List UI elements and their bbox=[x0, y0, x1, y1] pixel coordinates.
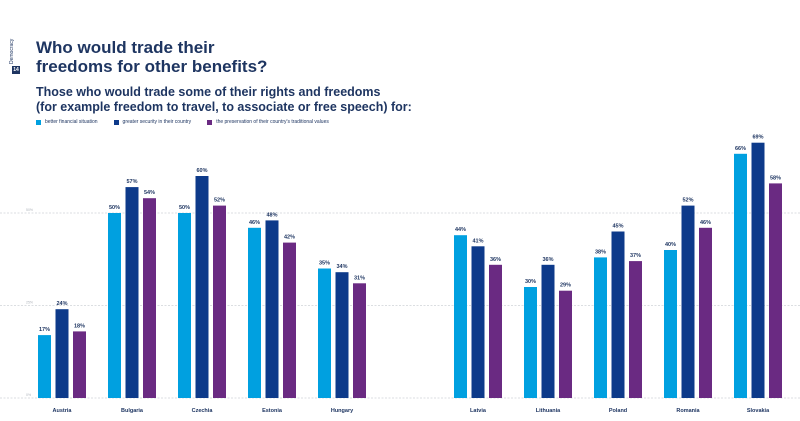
bar-estonia-series-3 bbox=[283, 242, 296, 398]
bar-poland-series-2 bbox=[611, 231, 625, 398]
bar-lithuania-series-2 bbox=[541, 264, 555, 398]
category-label-lithuania: Lithuania bbox=[536, 408, 561, 414]
bar-austria-series-1 bbox=[38, 335, 51, 398]
value-label-poland-series-3: 37% bbox=[630, 253, 641, 259]
value-label-romania-series-1: 40% bbox=[665, 242, 676, 248]
value-label-czechia-series-2: 60% bbox=[196, 168, 207, 174]
label-layer: 17% 24% 18% Austria 50% 57% 54% Bulgaria 50% 60% 5… bbox=[39, 135, 781, 414]
y-tick-label-0: 0% bbox=[26, 393, 31, 397]
bar-austria-series-3 bbox=[73, 331, 86, 398]
value-label-lithuania-series-2: 36% bbox=[542, 257, 553, 263]
y-tick-label-50: 50% bbox=[26, 208, 33, 212]
bar-poland-series-1 bbox=[594, 257, 607, 398]
category-label-bulgaria: Bulgaria bbox=[121, 408, 144, 414]
bar-czechia-series-1 bbox=[178, 213, 191, 398]
bar-czechia-series-3 bbox=[213, 205, 226, 398]
value-label-estonia-series-1: 46% bbox=[249, 220, 260, 226]
value-label-hungary-series-3: 31% bbox=[354, 275, 365, 281]
value-label-romania-series-3: 46% bbox=[700, 220, 711, 226]
category-label-slovakia: Slovakia bbox=[747, 408, 770, 414]
bar-layer bbox=[38, 142, 782, 398]
bar-slovakia-series-2 bbox=[751, 142, 765, 398]
value-label-bulgaria-series-2: 57% bbox=[126, 179, 137, 185]
legend-item-financial: better financial situation bbox=[36, 119, 98, 125]
legend-item-traditional-values: the preservation of their country's trad… bbox=[207, 119, 329, 125]
value-label-slovakia-series-3: 58% bbox=[770, 175, 781, 181]
value-label-austria-series-1: 17% bbox=[39, 327, 50, 333]
value-label-hungary-series-2: 34% bbox=[336, 264, 347, 270]
value-label-bulgaria-series-1: 50% bbox=[109, 205, 120, 211]
value-label-czechia-series-1: 50% bbox=[179, 205, 190, 211]
bar-latvia-series-2 bbox=[471, 246, 485, 398]
value-label-bulgaria-series-3: 54% bbox=[144, 190, 155, 196]
bar-romania-series-2 bbox=[681, 205, 695, 398]
bar-slovakia-series-1 bbox=[734, 153, 747, 398]
value-label-lithuania-series-1: 30% bbox=[525, 279, 536, 285]
bar-lithuania-series-3 bbox=[559, 290, 572, 398]
chart-title-line-2: freedoms for other benefits? bbox=[36, 57, 268, 76]
value-label-lithuania-series-3: 29% bbox=[560, 283, 571, 289]
legend-label-security: greater security in their country bbox=[122, 119, 192, 125]
bar-czechia-series-2 bbox=[195, 176, 209, 398]
chart-title: Who would trade their freedoms for other… bbox=[36, 38, 267, 76]
bar-hungary-series-2 bbox=[335, 272, 349, 398]
bar-bulgaria-series-2 bbox=[125, 187, 139, 398]
legend-label-financial: better financial situation bbox=[45, 119, 98, 125]
category-label-austria: Austria bbox=[53, 408, 73, 414]
value-label-latvia-series-3: 36% bbox=[490, 257, 501, 263]
value-label-austria-series-2: 24% bbox=[56, 301, 67, 307]
legend-swatch-financial bbox=[36, 119, 41, 125]
bar-poland-series-3 bbox=[629, 261, 642, 398]
chart-title-line-1: Who would trade their bbox=[36, 38, 215, 57]
bar-bulgaria-series-3 bbox=[143, 198, 156, 398]
y-tick-label-25: 25% bbox=[26, 301, 33, 305]
value-label-austria-series-3: 18% bbox=[74, 323, 85, 329]
legend-swatch-traditional-values bbox=[207, 119, 213, 125]
value-label-estonia-series-2: 48% bbox=[266, 212, 277, 218]
bar-hungary-series-1 bbox=[318, 268, 331, 398]
chart-legend: better financial situation greater secur… bbox=[36, 119, 345, 125]
bar-romania-series-1 bbox=[664, 250, 677, 398]
category-label-latvia: Latvia bbox=[470, 408, 487, 414]
category-label-czechia: Czechia bbox=[192, 408, 214, 414]
legend-label-traditional-values: the preservation of their country's trad… bbox=[216, 119, 329, 125]
bar-latvia-series-3 bbox=[489, 264, 502, 398]
value-label-estonia-series-3: 42% bbox=[284, 235, 295, 241]
chart-subtitle-line-2: (for example freedom to travel, to assoc… bbox=[36, 100, 412, 114]
bar-estonia-series-1 bbox=[248, 227, 261, 398]
value-label-slovakia-series-2: 69% bbox=[752, 135, 763, 141]
chart-subtitle-line-1: Those who would trade some of their righ… bbox=[36, 85, 381, 99]
legend-swatch-security bbox=[113, 119, 119, 125]
bar-austria-series-2 bbox=[55, 309, 69, 398]
legend-item-security: greater security in their country bbox=[113, 119, 192, 125]
category-label-hungary: Hungary bbox=[331, 408, 354, 414]
value-label-latvia-series-2: 41% bbox=[472, 238, 483, 244]
value-label-poland-series-1: 38% bbox=[595, 249, 606, 255]
category-label-poland: Poland bbox=[609, 408, 627, 414]
bar-slovakia-series-3 bbox=[769, 183, 782, 398]
chart-subtitle: Those who would trade some of their righ… bbox=[36, 85, 412, 115]
bar-hungary-series-3 bbox=[353, 283, 366, 398]
page-number-badge: 14 bbox=[12, 66, 20, 74]
bar-lithuania-series-1 bbox=[524, 287, 537, 398]
category-label-estonia: Estonia bbox=[262, 408, 283, 414]
value-label-czechia-series-3: 52% bbox=[214, 198, 225, 204]
value-label-latvia-series-1: 44% bbox=[455, 227, 466, 233]
value-label-slovakia-series-1: 66% bbox=[735, 146, 746, 152]
bar-latvia-series-1 bbox=[454, 235, 467, 398]
bar-estonia-series-2 bbox=[265, 220, 279, 398]
bar-bulgaria-series-1 bbox=[108, 213, 121, 398]
category-label-romania: Romania bbox=[676, 408, 700, 414]
value-label-hungary-series-1: 35% bbox=[319, 261, 330, 267]
bar-romania-series-3 bbox=[699, 227, 712, 398]
value-label-romania-series-2: 52% bbox=[682, 198, 693, 204]
value-label-poland-series-2: 45% bbox=[612, 224, 623, 230]
